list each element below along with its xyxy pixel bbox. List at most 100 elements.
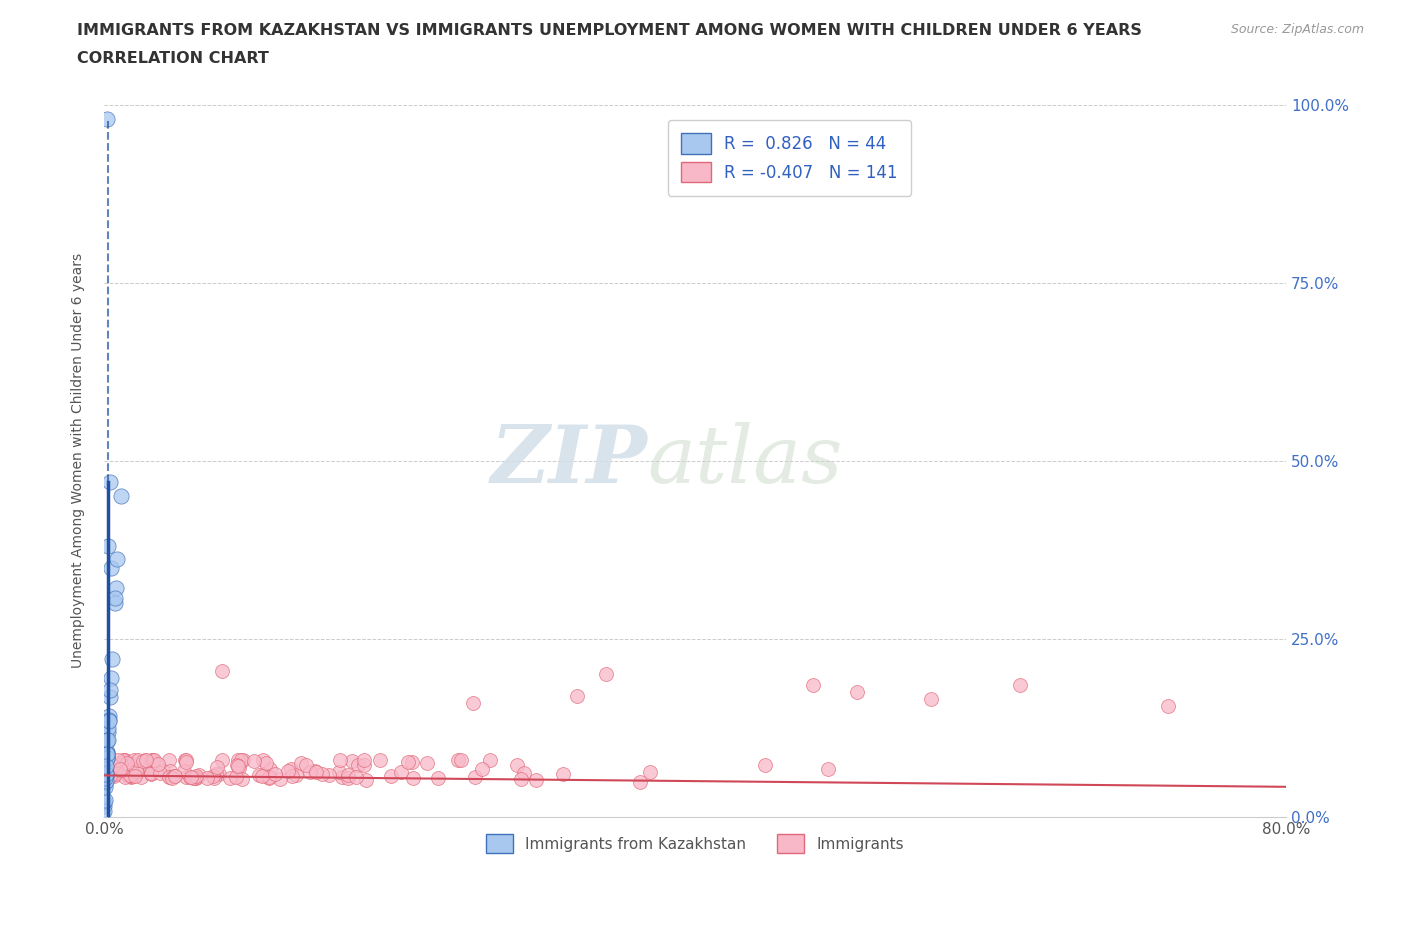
Point bbox=[101, 651, 124, 666]
Point bbox=[163, 768, 186, 783]
Point bbox=[311, 767, 333, 782]
Point bbox=[353, 752, 375, 767]
Point bbox=[754, 757, 776, 772]
Point bbox=[94, 764, 117, 778]
Point bbox=[450, 752, 472, 767]
Point bbox=[228, 761, 250, 776]
Point bbox=[94, 767, 117, 782]
Point bbox=[117, 767, 139, 782]
Point bbox=[141, 762, 163, 777]
Point bbox=[94, 780, 117, 795]
Point bbox=[143, 752, 166, 767]
Point bbox=[304, 764, 326, 779]
Point bbox=[184, 770, 207, 785]
Point bbox=[846, 684, 869, 699]
Point bbox=[141, 752, 163, 767]
Text: Source: ZipAtlas.com: Source: ZipAtlas.com bbox=[1230, 23, 1364, 36]
Point bbox=[114, 769, 136, 784]
Point bbox=[96, 734, 118, 749]
Point bbox=[336, 771, 359, 786]
Point bbox=[478, 752, 501, 767]
Point bbox=[118, 768, 141, 783]
Point bbox=[179, 769, 201, 784]
Point bbox=[263, 766, 285, 781]
Point bbox=[328, 764, 350, 779]
Point bbox=[344, 770, 367, 785]
Point bbox=[183, 770, 205, 785]
Text: IMMIGRANTS FROM KAZAKHSTAN VS IMMIGRANTS UNEMPLOYMENT AMONG WOMEN WITH CHILDREN : IMMIGRANTS FROM KAZAKHSTAN VS IMMIGRANTS… bbox=[77, 23, 1142, 38]
Point bbox=[298, 765, 321, 780]
Point bbox=[98, 770, 121, 785]
Point bbox=[318, 767, 340, 782]
Point bbox=[426, 770, 449, 785]
Point bbox=[513, 765, 536, 780]
Point bbox=[98, 709, 121, 724]
Point bbox=[389, 764, 412, 779]
Point bbox=[96, 751, 118, 765]
Point bbox=[159, 764, 181, 778]
Point bbox=[176, 770, 198, 785]
Point bbox=[96, 768, 118, 783]
Point bbox=[110, 763, 132, 777]
Point bbox=[94, 768, 117, 783]
Point bbox=[174, 752, 197, 767]
Point bbox=[165, 769, 187, 784]
Point bbox=[595, 667, 617, 682]
Point bbox=[97, 733, 120, 748]
Point bbox=[104, 580, 127, 595]
Point bbox=[117, 756, 139, 771]
Point bbox=[96, 733, 118, 748]
Point bbox=[141, 752, 163, 767]
Point bbox=[160, 770, 183, 785]
Point bbox=[817, 762, 839, 777]
Point bbox=[124, 768, 146, 783]
Point bbox=[105, 551, 128, 566]
Point bbox=[565, 688, 588, 703]
Point bbox=[330, 769, 353, 784]
Point bbox=[94, 763, 117, 777]
Point bbox=[280, 762, 302, 777]
Point bbox=[801, 678, 824, 693]
Point bbox=[97, 724, 120, 739]
Point bbox=[94, 771, 117, 786]
Point bbox=[96, 750, 118, 764]
Point bbox=[402, 770, 425, 785]
Point bbox=[340, 753, 363, 768]
Point bbox=[269, 771, 291, 786]
Point bbox=[336, 768, 359, 783]
Point bbox=[94, 759, 117, 774]
Point bbox=[100, 560, 122, 575]
Point bbox=[201, 768, 224, 783]
Point bbox=[122, 752, 145, 767]
Point bbox=[285, 768, 308, 783]
Point bbox=[380, 768, 402, 783]
Point bbox=[242, 754, 264, 769]
Point bbox=[250, 768, 273, 783]
Point bbox=[112, 752, 135, 767]
Point bbox=[96, 747, 118, 762]
Point bbox=[110, 762, 132, 777]
Point bbox=[471, 762, 494, 777]
Text: ZIP: ZIP bbox=[491, 422, 648, 499]
Point bbox=[103, 759, 125, 774]
Point bbox=[98, 474, 121, 489]
Point bbox=[93, 794, 115, 809]
Point bbox=[232, 752, 254, 767]
Point bbox=[124, 764, 146, 778]
Point bbox=[1008, 678, 1031, 693]
Point bbox=[93, 799, 115, 814]
Point bbox=[211, 752, 233, 767]
Point bbox=[247, 767, 270, 782]
Point bbox=[368, 752, 391, 767]
Point bbox=[257, 770, 280, 785]
Point bbox=[94, 776, 117, 790]
Text: atlas: atlas bbox=[648, 422, 844, 499]
Point bbox=[101, 762, 124, 777]
Point bbox=[96, 112, 118, 126]
Point bbox=[110, 489, 132, 504]
Point bbox=[97, 757, 120, 772]
Point bbox=[96, 745, 118, 760]
Point bbox=[280, 768, 302, 783]
Point bbox=[94, 767, 117, 782]
Point bbox=[205, 760, 228, 775]
